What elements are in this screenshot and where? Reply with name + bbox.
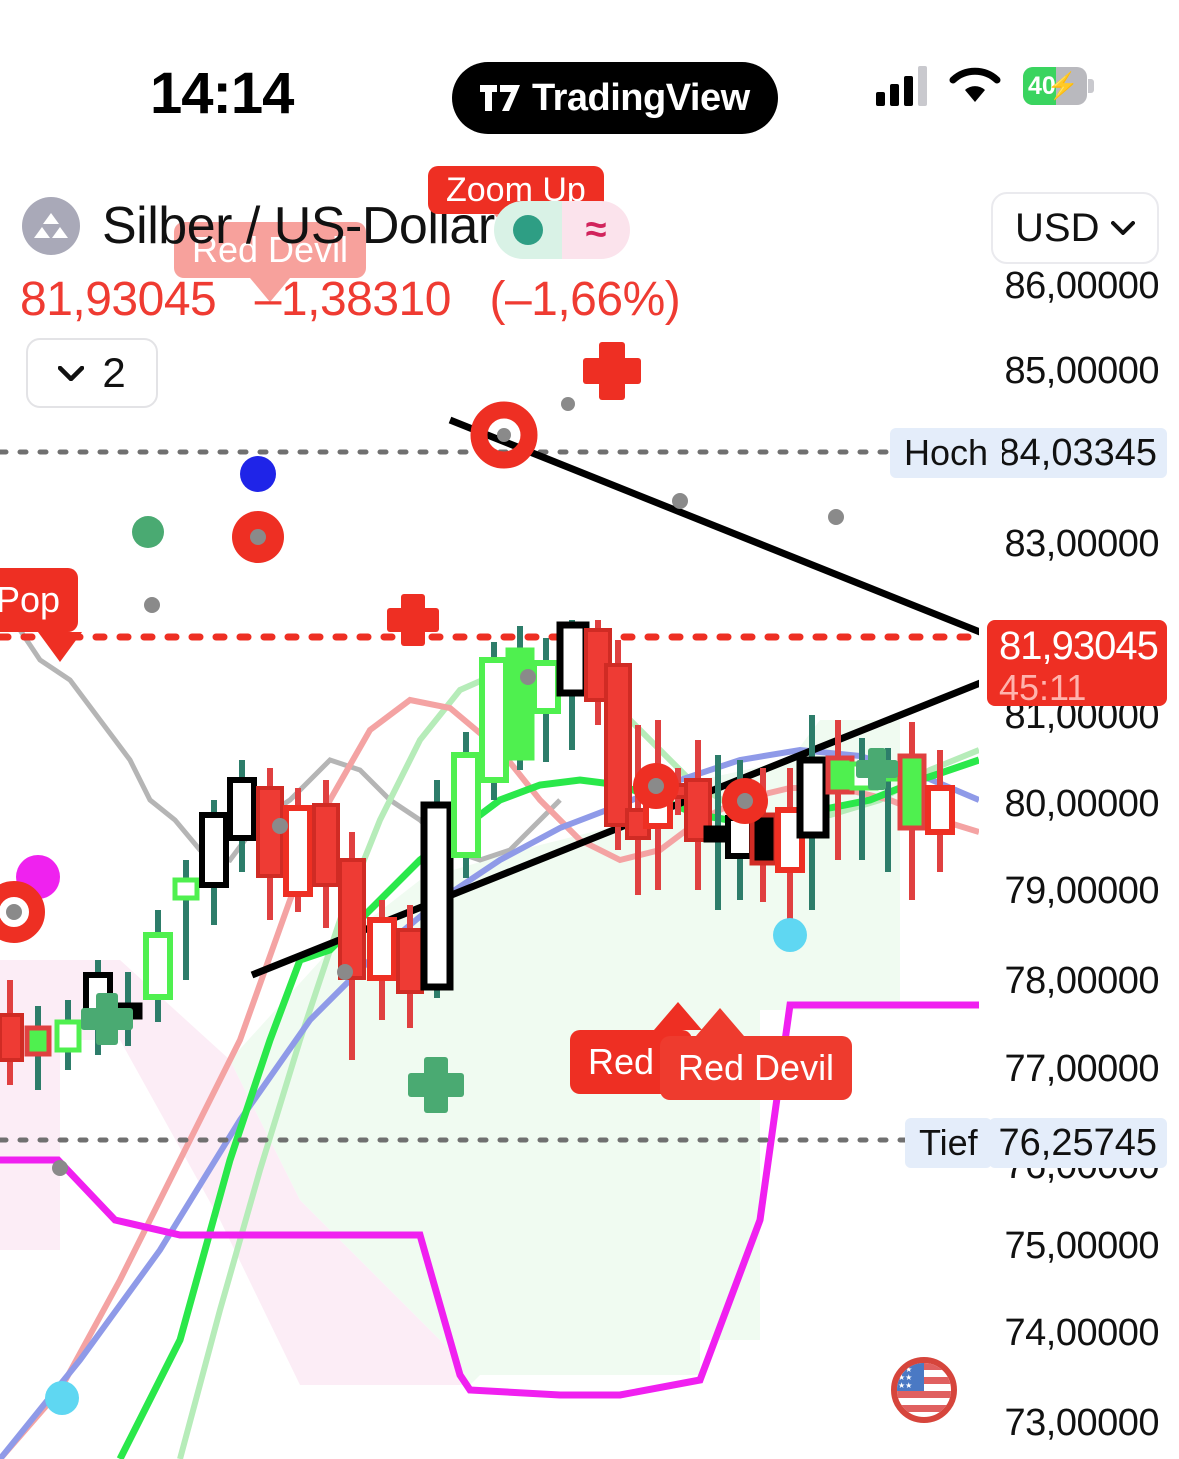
marker-gray-dot-e (520, 669, 536, 685)
marker-red-cross-2 (387, 594, 439, 646)
marker-gray-dot-b (828, 509, 844, 525)
symbol-header[interactable]: Silber / US-Dollar (22, 196, 495, 256)
status-bar-time: 14:14 (150, 61, 294, 126)
marker-gray-dot-a (561, 397, 575, 411)
axis-label: 85,00000 (1004, 350, 1160, 392)
quote-last-price: 81,93045 (20, 273, 217, 326)
current-price-badge[interactable]: 81,93045 45:11 (987, 620, 1167, 708)
red-devil-lower-b-label[interactable]: Red Devil (660, 1008, 853, 1100)
svg-text:★★: ★★ (898, 1381, 912, 1390)
price-axis[interactable]: 86,00000 85,00000 83,00000 81,00000 80,0… (979, 160, 1179, 1459)
layout-count-value: 2 (102, 349, 126, 396)
status-bar-indicators: 40 ⚡ (876, 66, 1094, 106)
indicator-toggle-pill[interactable]: ≈ (494, 201, 630, 259)
axis-label: 73,00000 (1004, 1402, 1160, 1444)
marker-red-ring-top (470, 401, 538, 469)
marker-green-dot (132, 516, 164, 548)
low-tag-badge: Tief (905, 1118, 992, 1168)
signal-markers (0, 342, 898, 1415)
marker-red-cross-1 (583, 342, 641, 400)
current-price-value: 81,93045 (999, 624, 1159, 668)
layout-count-button[interactable]: 2 (26, 338, 158, 408)
high-tag-badge: Hoch (890, 428, 1003, 478)
marker-red-ringdot-1 (232, 511, 284, 563)
marker-gray-dot-h (52, 1160, 68, 1176)
axis-label: 83,00000 (1004, 523, 1160, 565)
axis-label: 79,00000 (1004, 870, 1160, 912)
silver-bars-icon (22, 197, 80, 255)
battery-percent-label: 40 (1028, 71, 1056, 100)
marker-gray-dot-g (337, 964, 353, 980)
trendline-upper (448, 416, 979, 636)
currency-selector-button[interactable]: USD (991, 192, 1159, 264)
axis-label: 75,00000 (1004, 1225, 1160, 1267)
marker-gray-dot-f (272, 818, 288, 834)
wifi-icon (949, 66, 1001, 106)
marker-red-ring-left (0, 881, 45, 943)
red-devil-top-label-text: Red Devil (192, 229, 349, 270)
marker-red-ringdot-3 (722, 778, 768, 824)
axis-label: 77,00000 (1004, 1048, 1160, 1090)
status-dot-icon[interactable] (494, 201, 562, 259)
wave-approx-icon[interactable]: ≈ (562, 201, 630, 259)
us-flag-event-icon[interactable]: ★★★★★★ (888, 1354, 960, 1426)
low-value-badge: 76,25745 (988, 1118, 1167, 1168)
quote-change: –1,38310 (254, 273, 452, 326)
status-bar: 14:14 TradingView (0, 0, 1179, 160)
axis-label: 78,00000 (1004, 960, 1160, 1002)
lolipop-label-text: liPop (0, 579, 61, 620)
marker-green-cross-2 (81, 993, 133, 1045)
marker-green-cross-1 (408, 1057, 464, 1113)
chevron-down-icon (58, 365, 85, 381)
cloud-green-fill (230, 720, 900, 1385)
marker-gray-dot-d (672, 493, 688, 509)
marker-gray-dot-c (144, 597, 160, 613)
ma-blue-line (0, 746, 979, 1459)
chart-canvas[interactable] (0, 160, 979, 1459)
axis-label: 80,00000 (1004, 783, 1160, 825)
chevron-down-icon (1111, 221, 1135, 235)
axis-label: 86,00000 (1004, 265, 1160, 307)
red-devil-top-label[interactable]: Red Devil (174, 222, 367, 302)
marker-cyan-dot-2 (45, 1381, 79, 1415)
svg-text:★★: ★★ (898, 1373, 912, 1382)
tradingview-logo-icon (480, 81, 520, 115)
cellular-bars-icon (876, 66, 927, 106)
dynamic-island-label: TradingView (532, 76, 750, 119)
dynamic-island-app-pill[interactable]: TradingView (452, 62, 778, 134)
supertrend-magenta-line (0, 1001, 979, 1399)
high-value-badge: 84,03345 (988, 428, 1167, 478)
marker-green-cross-3 (856, 748, 898, 790)
red-devil-lower-b-label-text: Red Devil (678, 1047, 835, 1088)
current-bar-countdown: 45:11 (999, 667, 1087, 708)
marker-red-ringdot-2 (633, 763, 679, 809)
axis-label: 74,00000 (1004, 1312, 1160, 1354)
battery-charging-icon: 40 ⚡ (1023, 67, 1094, 105)
marker-blue-dot (240, 456, 276, 492)
price-quote-row: 81,93045 –1,38310 (–1,66%) (20, 272, 681, 327)
currency-selector-label: USD (1015, 205, 1100, 250)
red-devil-lower-a-label-text: Red I (588, 1041, 675, 1082)
marker-cyan-dot-1 (773, 918, 807, 952)
lolipop-label[interactable]: liPop (0, 568, 82, 662)
quote-change-percent: (–1,66%) (489, 273, 681, 326)
